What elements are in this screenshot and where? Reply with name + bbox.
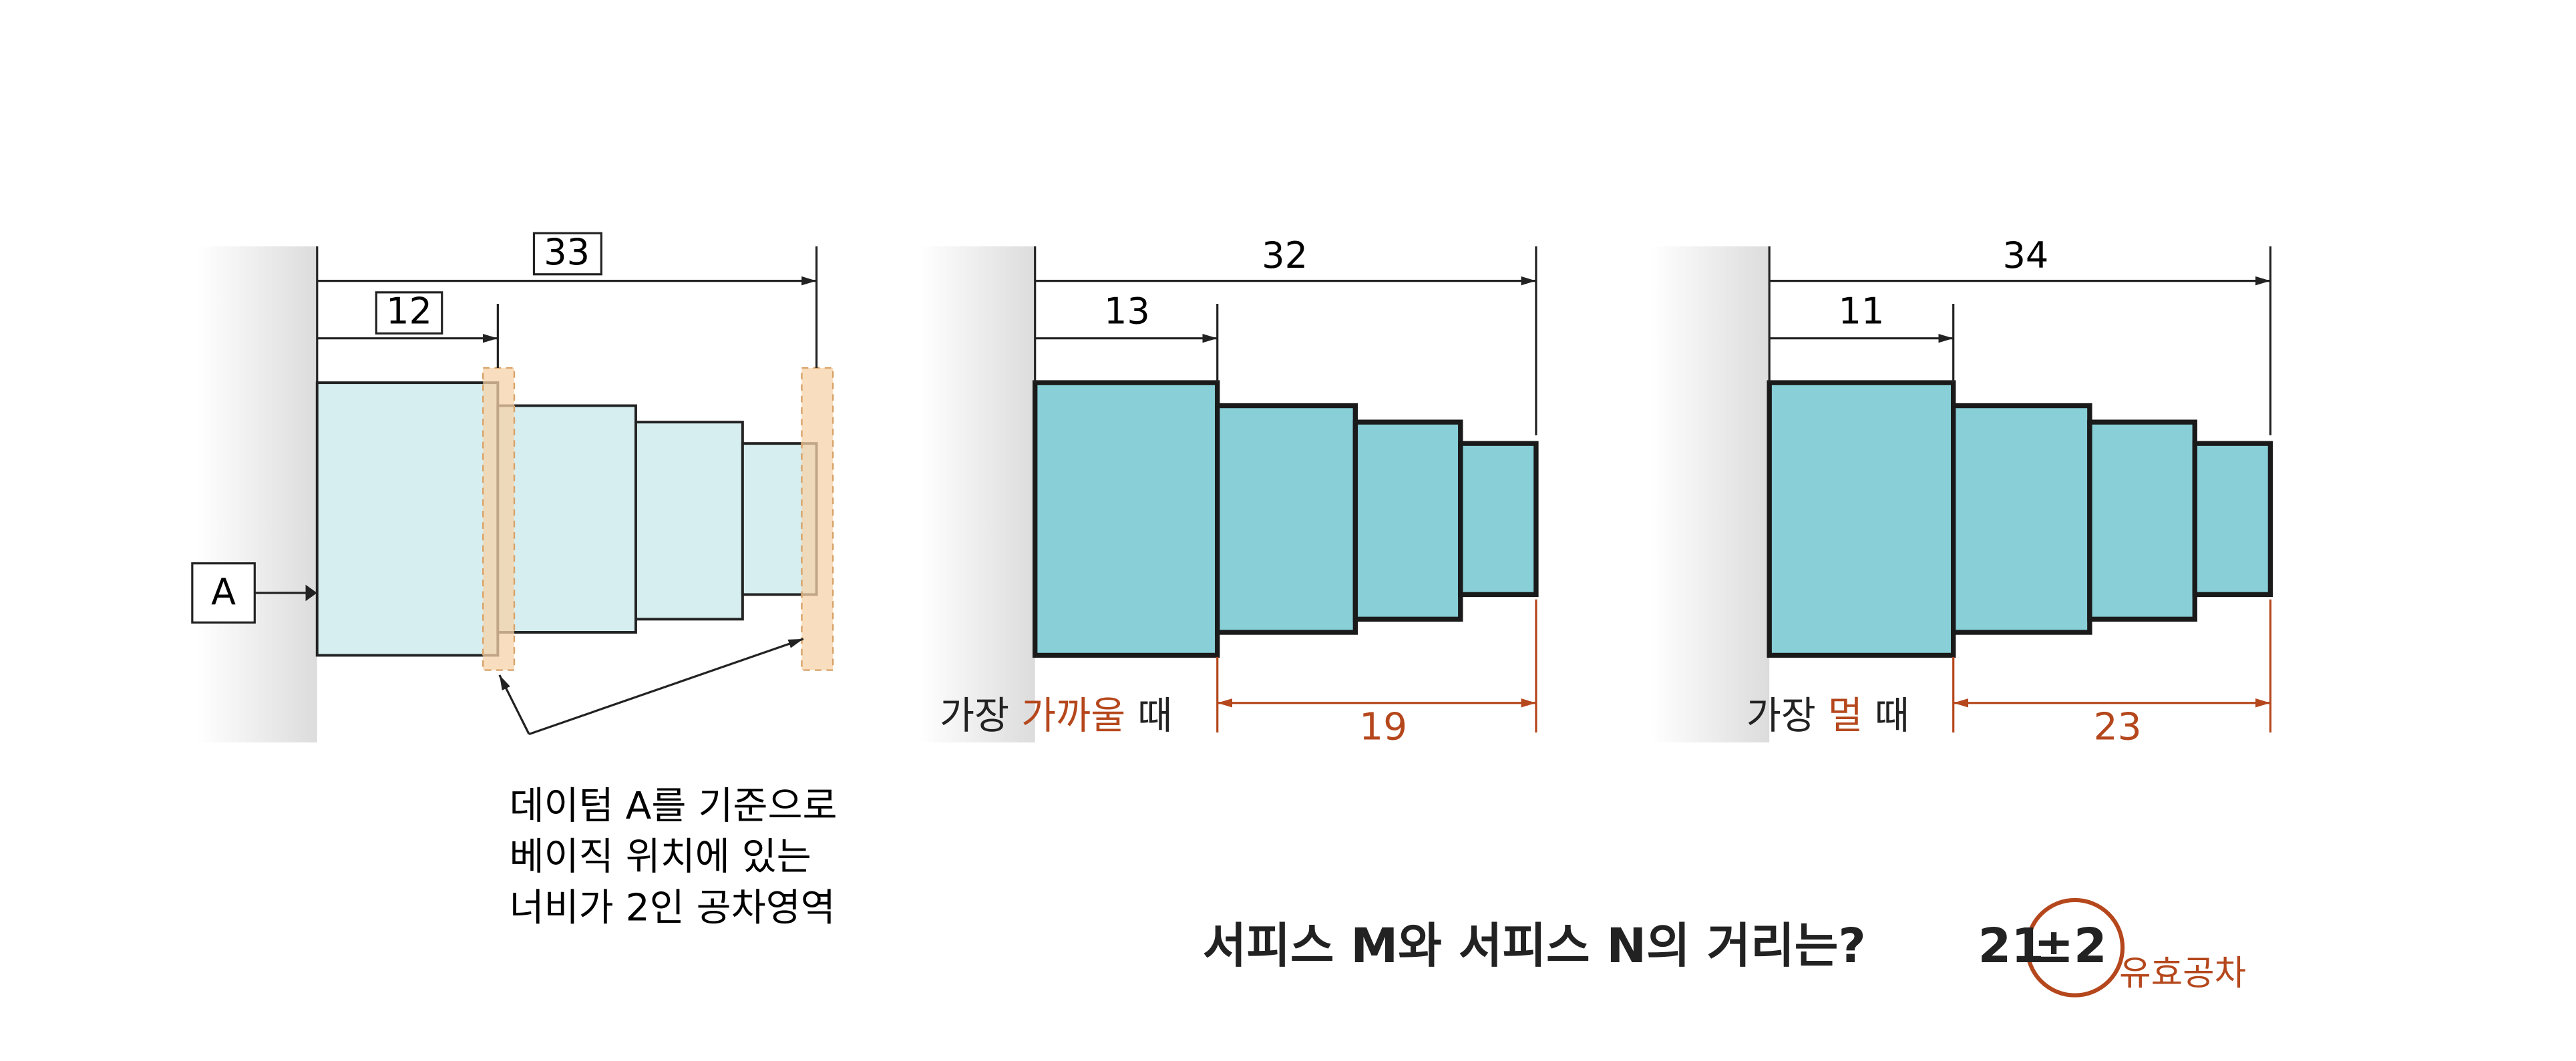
answer-tolerance: ±2 bbox=[2034, 918, 2106, 974]
dim-label: 34 bbox=[2002, 234, 2048, 276]
note-line: 베이직 위치에 있는 bbox=[510, 835, 811, 879]
datum-label: A bbox=[211, 571, 236, 613]
dim-label: 12 bbox=[386, 290, 432, 332]
answer-nominal: 21 bbox=[1978, 918, 2044, 974]
caption-part: 가장 bbox=[940, 694, 1021, 738]
dim-label: 32 bbox=[1262, 234, 1308, 276]
caption-part: 가까울 bbox=[1021, 694, 1125, 738]
caption-part: 때 bbox=[1863, 694, 1909, 738]
note-line: 데이텀 A를 기준으로 bbox=[510, 784, 838, 828]
dim-label: 33 bbox=[544, 231, 590, 273]
result-label: 23 bbox=[2094, 705, 2142, 749]
question: 서피스 M와 서피스 N의 거리는? bbox=[1203, 918, 1866, 974]
panel-drawing bbox=[920, 246, 1539, 742]
dim-label: 13 bbox=[1104, 290, 1150, 332]
caption-part: 때 bbox=[1125, 694, 1172, 738]
result-label: 19 bbox=[1359, 705, 1407, 749]
caption-part: 멀 bbox=[1828, 694, 1863, 738]
caption: 가장 멀 때 bbox=[1746, 694, 1909, 738]
caption: 가장 가까울 때 bbox=[940, 694, 1172, 738]
highlight-circle bbox=[2025, 897, 2125, 998]
panel-drawing bbox=[1651, 246, 2273, 742]
caption-part: 가장 bbox=[1746, 694, 1828, 738]
answer-label: 유효공차 bbox=[2119, 953, 2246, 994]
dim-label: 11 bbox=[1839, 290, 1885, 332]
panel-drawing bbox=[191, 232, 834, 742]
note-line: 너비가 2인 공차영역 bbox=[510, 885, 836, 929]
